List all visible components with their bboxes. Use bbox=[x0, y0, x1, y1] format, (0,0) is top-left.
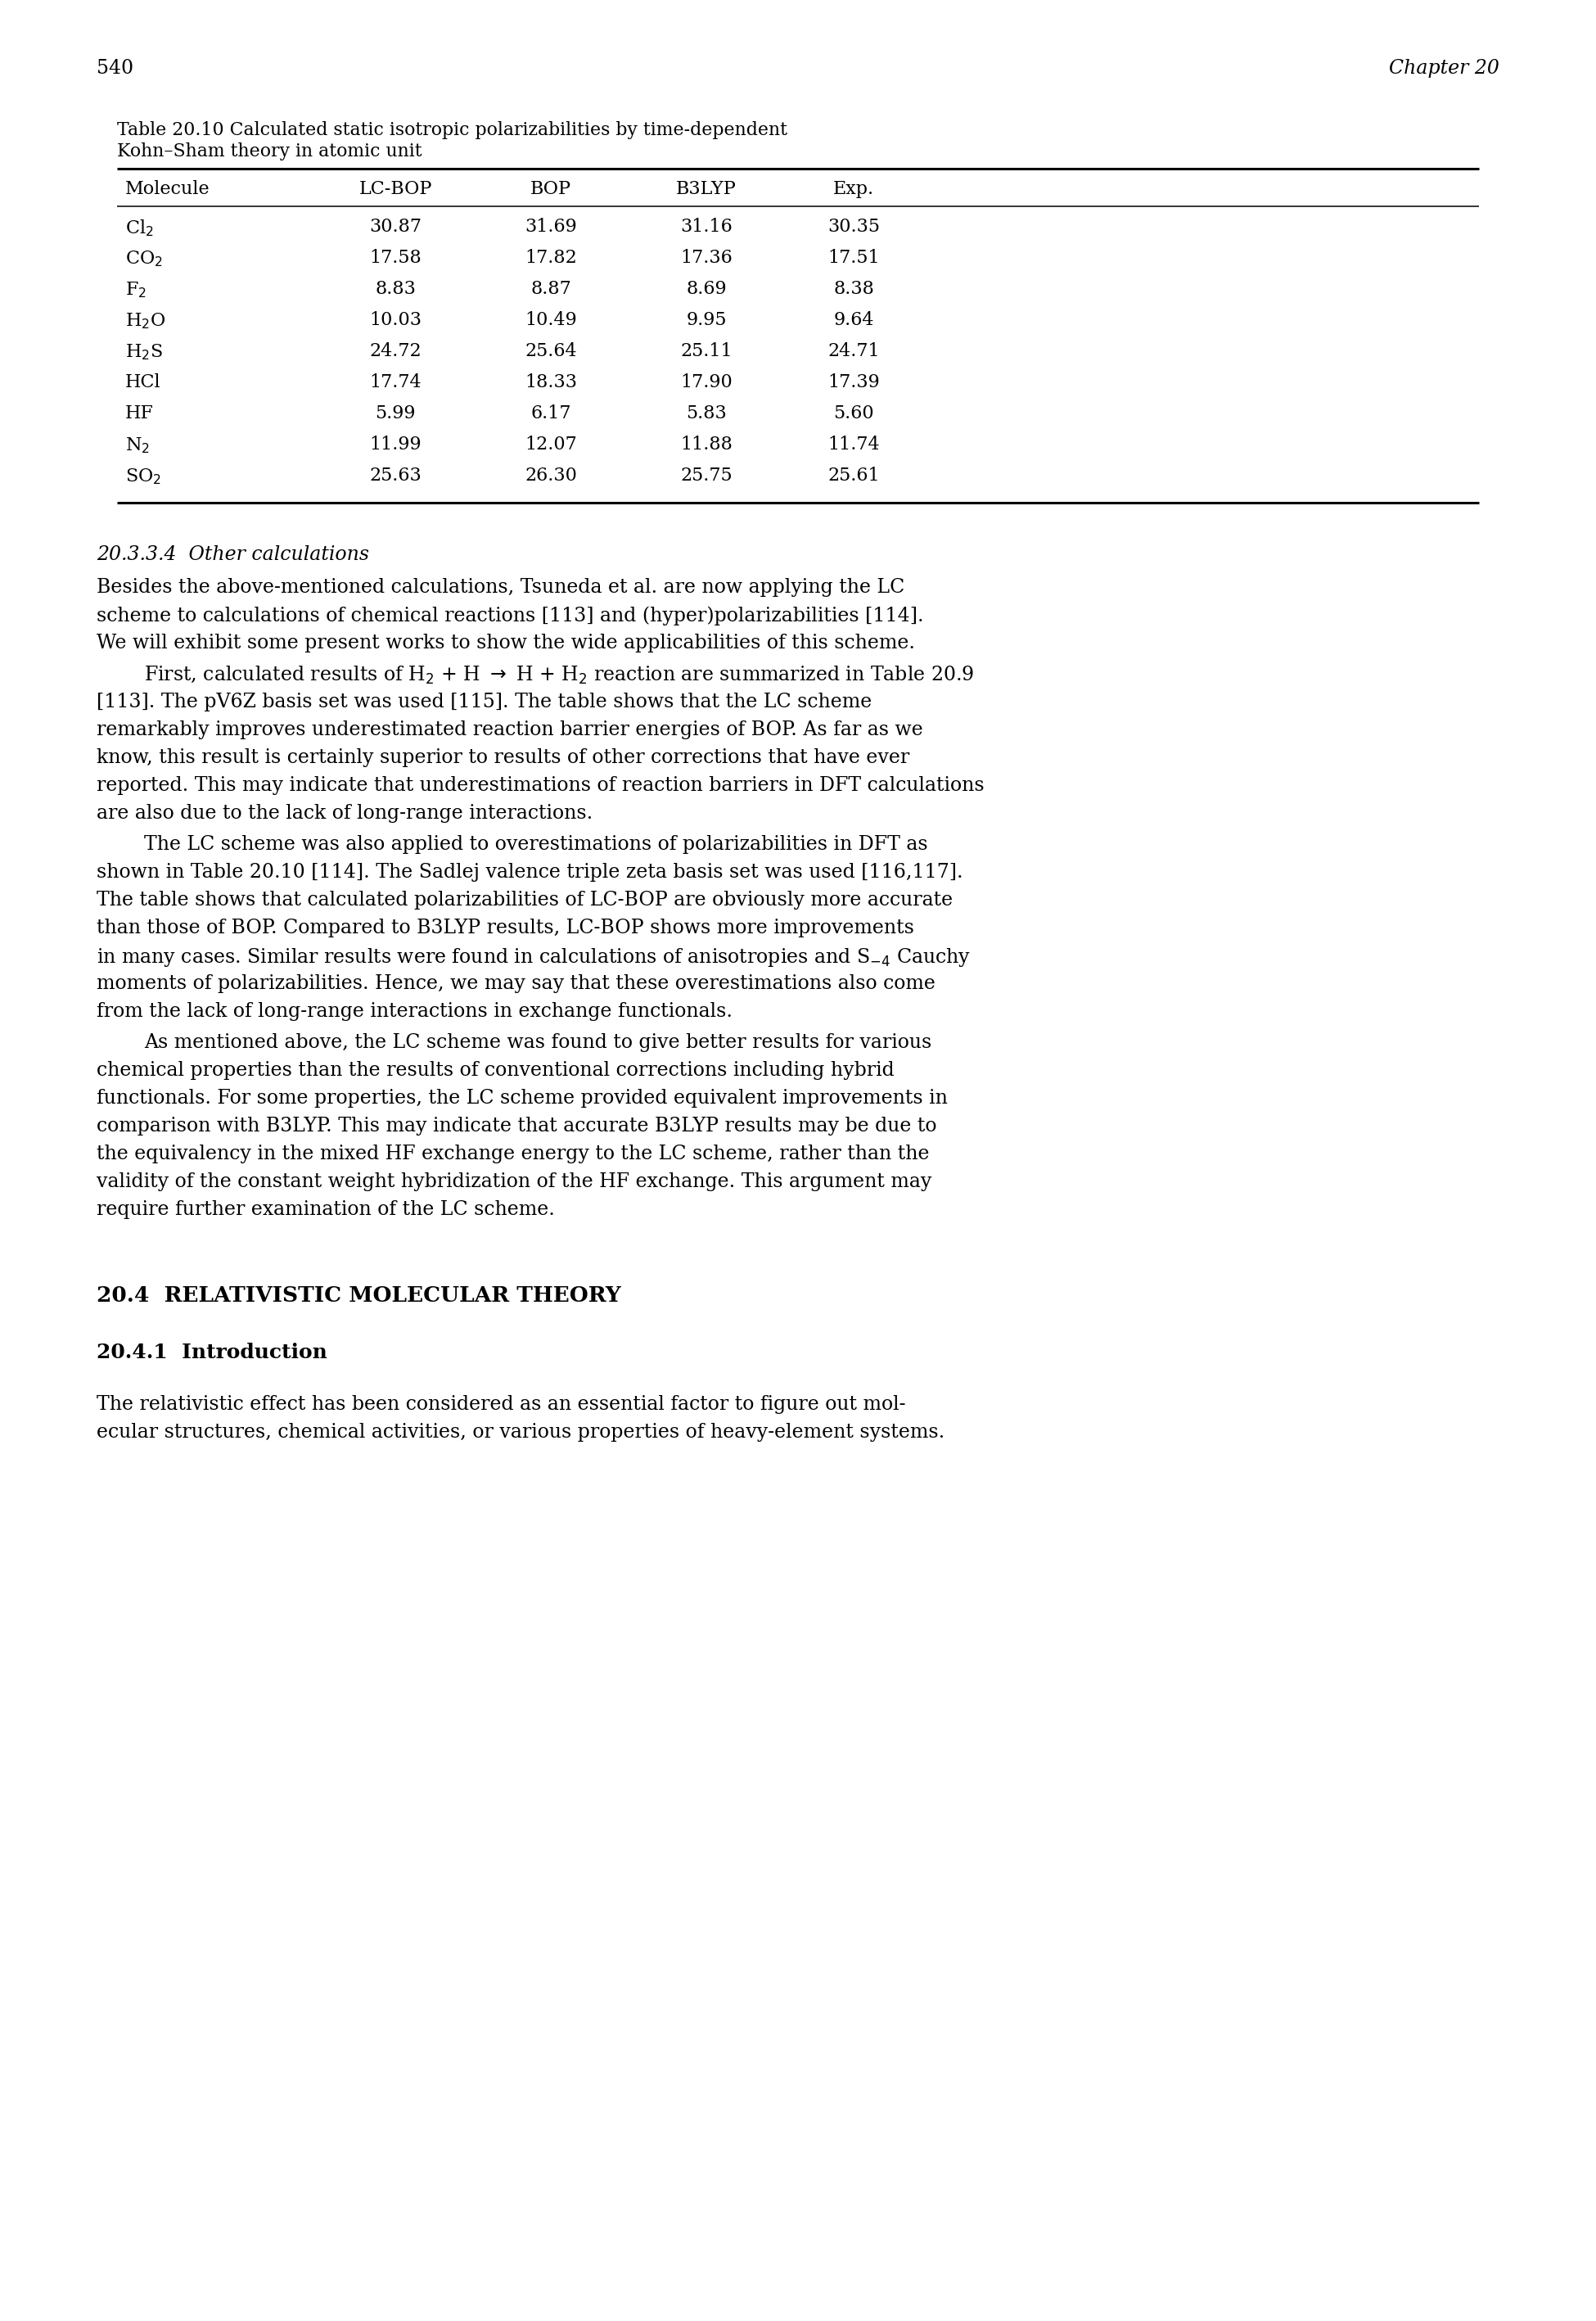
Text: 31.16: 31.16 bbox=[680, 218, 733, 237]
Text: 12.07: 12.07 bbox=[525, 436, 576, 453]
Text: The relativistic effect has been considered as an essential factor to figure out: The relativistic effect has been conside… bbox=[97, 1395, 905, 1413]
Text: Besides the above-mentioned calculations, Tsuneda et al. are now applying the LC: Besides the above-mentioned calculations… bbox=[97, 578, 905, 596]
Text: 8.38: 8.38 bbox=[833, 281, 875, 297]
Text: shown in Table 20.10 [114]. The Sadlej valence triple zeta basis set was used [1: shown in Table 20.10 [114]. The Sadlej v… bbox=[97, 863, 962, 882]
Text: Table 20.10 Calculated static isotropic polarizabilities by time-dependent: Table 20.10 Calculated static isotropic … bbox=[117, 121, 787, 139]
Text: 31.69: 31.69 bbox=[525, 218, 576, 237]
Text: chemical properties than the results of conventional corrections including hybri: chemical properties than the results of … bbox=[97, 1061, 894, 1079]
Text: comparison with B3LYP. This may indicate that accurate B3LYP results may be due : comparison with B3LYP. This may indicate… bbox=[97, 1116, 937, 1135]
Text: 9.95: 9.95 bbox=[686, 311, 726, 330]
Text: 17.82: 17.82 bbox=[525, 248, 576, 267]
Text: scheme to calculations of chemical reactions [113] and (hyper)polarizabilities [: scheme to calculations of chemical react… bbox=[97, 606, 924, 624]
Text: First, calculated results of H$_2$ + H $\rightarrow$ H + H$_2$ reaction are summ: First, calculated results of H$_2$ + H $… bbox=[144, 664, 974, 687]
Text: 25.61: 25.61 bbox=[828, 467, 879, 485]
Text: Chapter 20: Chapter 20 bbox=[1389, 58, 1499, 79]
Text: As mentioned above, the LC scheme was found to give better results for various: As mentioned above, the LC scheme was fo… bbox=[144, 1033, 932, 1051]
Text: reported. This may indicate that underestimations of reaction barriers in DFT ca: reported. This may indicate that underes… bbox=[97, 775, 985, 796]
Text: 6.17: 6.17 bbox=[530, 404, 571, 422]
Text: 17.58: 17.58 bbox=[369, 248, 421, 267]
Text: 25.64: 25.64 bbox=[525, 341, 576, 360]
Text: Cl$_2$: Cl$_2$ bbox=[124, 218, 153, 239]
Text: 8.83: 8.83 bbox=[375, 281, 415, 297]
Text: Molecule: Molecule bbox=[124, 181, 211, 197]
Text: 26.30: 26.30 bbox=[525, 467, 578, 485]
Text: 20.3.3.4  Other calculations: 20.3.3.4 Other calculations bbox=[97, 545, 369, 564]
Text: 30.87: 30.87 bbox=[369, 218, 421, 237]
Text: 10.03: 10.03 bbox=[369, 311, 421, 330]
Text: 9.64: 9.64 bbox=[833, 311, 875, 330]
Text: HF: HF bbox=[124, 404, 153, 422]
Text: 17.90: 17.90 bbox=[680, 374, 733, 392]
Text: 8.87: 8.87 bbox=[530, 281, 571, 297]
Text: 10.49: 10.49 bbox=[525, 311, 576, 330]
Text: remarkably improves underestimated reaction barrier energies of BOP. As far as w: remarkably improves underestimated react… bbox=[97, 720, 922, 740]
Text: 11.99: 11.99 bbox=[369, 436, 421, 453]
Text: LC-BOP: LC-BOP bbox=[359, 181, 433, 197]
Text: 20.4  RELATIVISTIC MOLECULAR THEORY: 20.4 RELATIVISTIC MOLECULAR THEORY bbox=[97, 1286, 621, 1307]
Text: functionals. For some properties, the LC scheme provided equivalent improvements: functionals. For some properties, the LC… bbox=[97, 1089, 948, 1107]
Text: 17.39: 17.39 bbox=[828, 374, 879, 392]
Text: the equivalency in the mixed HF exchange energy to the LC scheme, rather than th: the equivalency in the mixed HF exchange… bbox=[97, 1144, 929, 1163]
Text: moments of polarizabilities. Hence, we may say that these overestimations also c: moments of polarizabilities. Hence, we m… bbox=[97, 975, 935, 993]
Text: The LC scheme was also applied to overestimations of polarizabilities in DFT as: The LC scheme was also applied to overes… bbox=[144, 836, 927, 854]
Text: 25.11: 25.11 bbox=[680, 341, 733, 360]
Text: are also due to the lack of long-range interactions.: are also due to the lack of long-range i… bbox=[97, 803, 592, 822]
Text: know, this result is certainly superior to results of other corrections that hav: know, this result is certainly superior … bbox=[97, 747, 910, 768]
Text: 11.88: 11.88 bbox=[680, 436, 733, 453]
Text: BOP: BOP bbox=[530, 181, 571, 197]
Text: 5.83: 5.83 bbox=[686, 404, 726, 422]
Text: in many cases. Similar results were found in calculations of anisotropies and S$: in many cases. Similar results were foun… bbox=[97, 947, 970, 968]
Text: H$_2$O: H$_2$O bbox=[124, 311, 166, 330]
Text: HCl: HCl bbox=[124, 374, 161, 392]
Text: 17.36: 17.36 bbox=[680, 248, 733, 267]
Text: 24.71: 24.71 bbox=[828, 341, 879, 360]
Text: SO$_2$: SO$_2$ bbox=[124, 467, 161, 485]
Text: The table shows that calculated polarizabilities of LC-BOP are obviously more ac: The table shows that calculated polariza… bbox=[97, 891, 953, 910]
Text: 5.60: 5.60 bbox=[833, 404, 875, 422]
Text: CO$_2$: CO$_2$ bbox=[124, 248, 163, 269]
Text: F$_2$: F$_2$ bbox=[124, 281, 147, 299]
Text: 25.75: 25.75 bbox=[680, 467, 733, 485]
Text: 20.4.1  Introduction: 20.4.1 Introduction bbox=[97, 1342, 327, 1362]
Text: 540: 540 bbox=[97, 58, 134, 79]
Text: N$_2$: N$_2$ bbox=[124, 436, 150, 455]
Text: 17.51: 17.51 bbox=[828, 248, 879, 267]
Text: 17.74: 17.74 bbox=[369, 374, 421, 392]
Text: 18.33: 18.33 bbox=[525, 374, 578, 392]
Text: Kohn–Sham theory in atomic unit: Kohn–Sham theory in atomic unit bbox=[117, 142, 421, 160]
Text: 11.74: 11.74 bbox=[828, 436, 879, 453]
Text: B3LYP: B3LYP bbox=[677, 181, 736, 197]
Text: from the lack of long-range interactions in exchange functionals.: from the lack of long-range interactions… bbox=[97, 1003, 733, 1021]
Text: Exp.: Exp. bbox=[833, 181, 875, 197]
Text: 25.63: 25.63 bbox=[369, 467, 421, 485]
Text: 24.72: 24.72 bbox=[369, 341, 421, 360]
Text: [113]. The pV6Z basis set was used [115]. The table shows that the LC scheme: [113]. The pV6Z basis set was used [115]… bbox=[97, 692, 871, 713]
Text: 5.99: 5.99 bbox=[375, 404, 415, 422]
Text: ecular structures, chemical activities, or various properties of heavy-element s: ecular structures, chemical activities, … bbox=[97, 1423, 945, 1441]
Text: We will exhibit some present works to show the wide applicabilities of this sche: We will exhibit some present works to sh… bbox=[97, 634, 915, 652]
Text: H$_2$S: H$_2$S bbox=[124, 341, 163, 362]
Text: require further examination of the LC scheme.: require further examination of the LC sc… bbox=[97, 1200, 555, 1219]
Text: 8.69: 8.69 bbox=[686, 281, 726, 297]
Text: 30.35: 30.35 bbox=[827, 218, 879, 237]
Text: validity of the constant weight hybridization of the HF exchange. This argument : validity of the constant weight hybridiz… bbox=[97, 1172, 932, 1191]
Text: than those of BOP. Compared to B3LYP results, LC-BOP shows more improvements: than those of BOP. Compared to B3LYP res… bbox=[97, 919, 915, 938]
